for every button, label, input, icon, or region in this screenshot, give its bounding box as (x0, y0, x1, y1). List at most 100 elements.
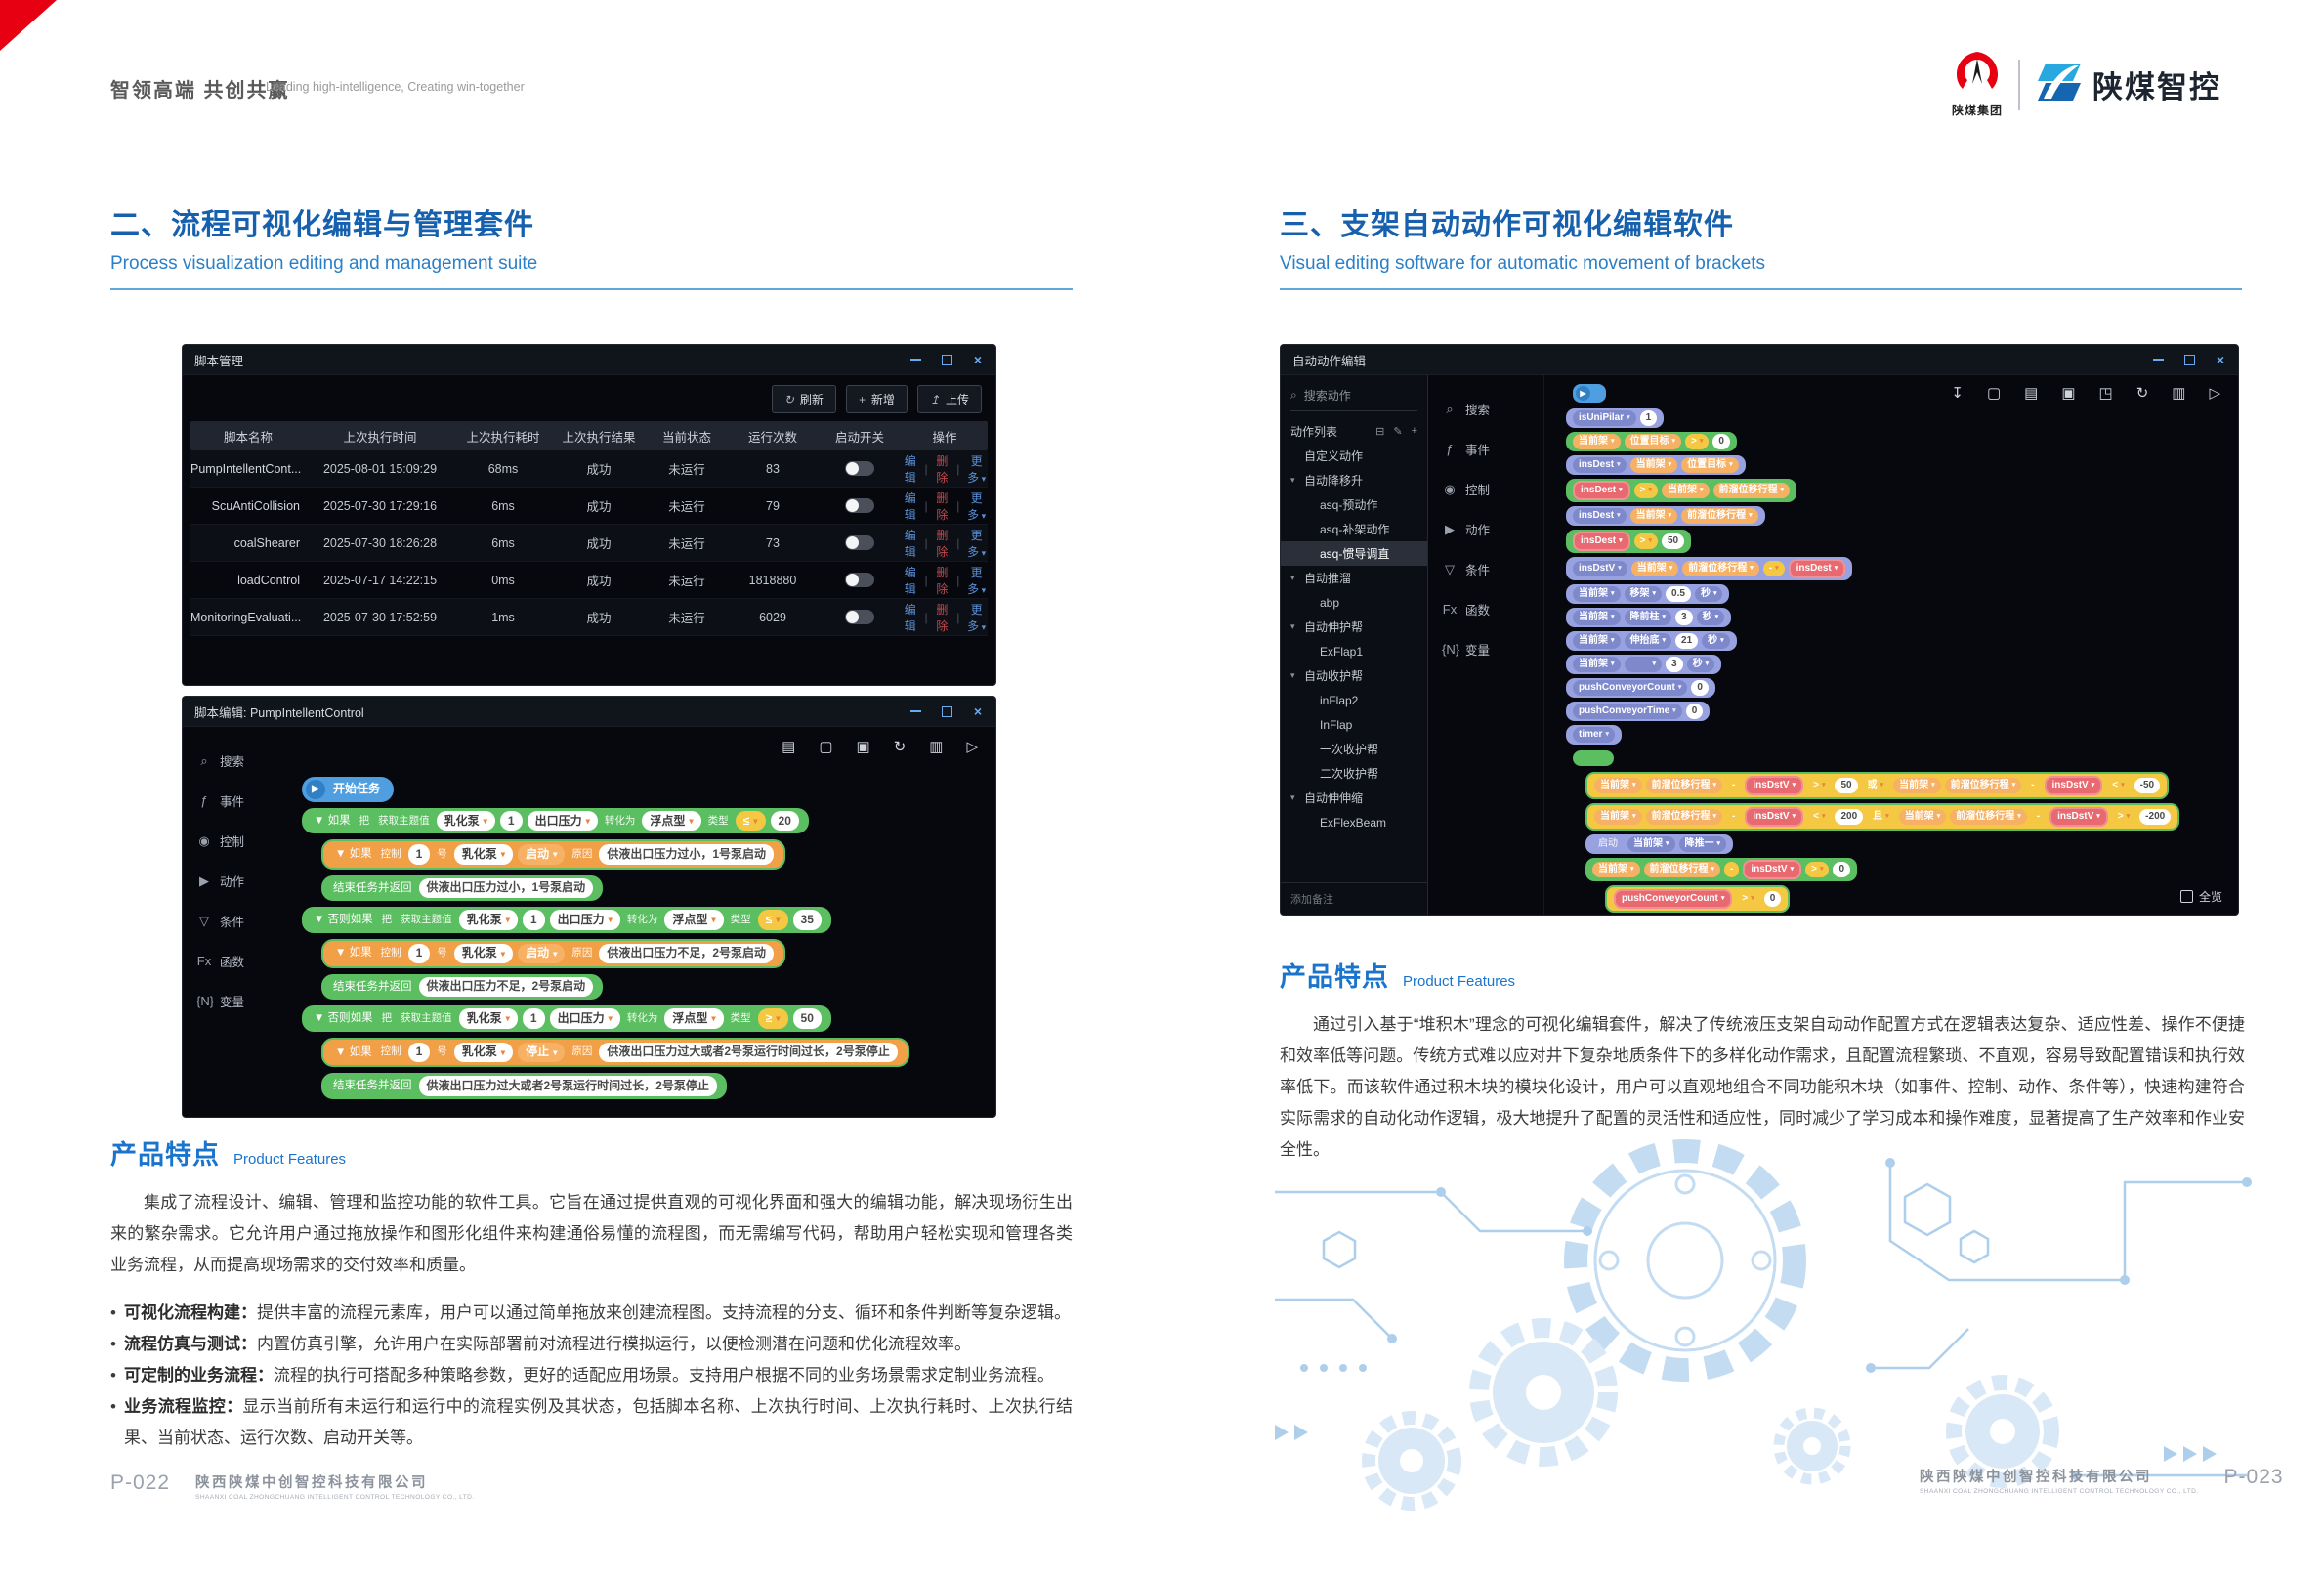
block-token[interactable]: -200 (2139, 808, 2172, 825)
edit-link[interactable]: 编辑 (904, 490, 916, 522)
block-token[interactable]: 控制 (380, 847, 401, 860)
toggle-switch[interactable] (845, 610, 874, 624)
block-token[interactable]: 出口压力 ▾ (549, 910, 620, 930)
block-token[interactable]: ▼ 如果 (335, 848, 372, 861)
block-token[interactable]: 当前架 ▾ (1893, 777, 1941, 793)
block-token[interactable]: insDstV ▾ (1573, 560, 1627, 576)
tree-item[interactable]: inFlap2 (1320, 693, 1359, 707)
tree-item[interactable]: asq-预动作 (1320, 498, 1378, 512)
maximize-icon[interactable] (941, 705, 952, 717)
block-row[interactable]: insDest ▾ > ▾ 50 (1566, 529, 1692, 553)
block-token[interactable]: 1 (407, 943, 431, 963)
toggle-switch[interactable] (845, 573, 874, 587)
block-token[interactable]: 启动 ▾ (518, 844, 566, 865)
block-token[interactable]: > ▾ (2111, 808, 2136, 825)
toggle-switch[interactable] (845, 535, 874, 550)
block-token[interactable]: 当前架 ▾ (1627, 835, 1675, 852)
block-token[interactable]: 前溜位移行程 ▾ (1645, 777, 1723, 793)
edit-icon[interactable]: ✎ (1393, 426, 1403, 438)
run-icon[interactable]: ▷ (2209, 385, 2220, 402)
run-icon[interactable]: ▷ (966, 739, 978, 755)
close-icon[interactable]: × (973, 352, 983, 367)
block-token[interactable]: > ▾ (1685, 433, 1710, 449)
edit-link[interactable]: 编辑 (904, 528, 916, 559)
block-token[interactable]: 当前架 ▾ (1573, 609, 1621, 625)
more-link[interactable]: 更多 ▾ (967, 602, 987, 633)
block-token[interactable]: ▼ 否则如果 (314, 1012, 373, 1025)
code-icon[interactable]: ▤ (2024, 385, 2039, 402)
tree-item[interactable]: ▾ 自动伸护帮 (1290, 620, 1364, 634)
block-token[interactable]: ▼ 如果 (335, 1045, 372, 1058)
palette-item-控制[interactable]: ◉ 控制 (183, 821, 288, 861)
palette-item-事件[interactable]: ƒ 事件 (1428, 429, 1543, 469)
tree-item[interactable]: 自定义动作 (1304, 449, 1364, 463)
block-token[interactable]: 当前架 ▾ (1594, 808, 1642, 825)
block-token[interactable]: 当前架 ▾ (1662, 482, 1710, 498)
block-token[interactable]: ≥ ▾ (757, 1008, 788, 1029)
block-row[interactable]: insDstV ▾ 当前架 ▾ 前溜位移行程 ▾ - ▾ insDest ▾ (1566, 556, 1853, 580)
edit-link[interactable]: 编辑 (904, 565, 916, 596)
block-row[interactable]: 结束任务并返回 供液出口压力过小，1号泵启动 (321, 874, 604, 902)
palette-item-搜索[interactable]: ⌕ 搜索 (183, 741, 288, 781)
block-token[interactable]: 浮点型 ▾ (664, 1008, 724, 1029)
block-token[interactable]: 35 (792, 910, 822, 930)
block-token[interactable] (1573, 749, 1614, 766)
block-token[interactable]: 获取主题值 (401, 1011, 452, 1024)
block-token[interactable]: 乳化泵 ▾ (458, 1008, 518, 1029)
block-token[interactable]: 位置目标 ▾ (1681, 456, 1739, 473)
block-token[interactable]: 21 (1675, 632, 1699, 649)
block-row[interactable]: ▼ 如果 控制 1 号乳化泵 ▾ 启动 ▾ 原因 供液出口压力不足，2号泵启动 (321, 938, 786, 968)
block-token[interactable]: 号 (437, 947, 447, 960)
block-token[interactable]: > ▾ (1633, 533, 1658, 549)
block-row[interactable]: 启动 当前架 ▾ 降推一 ▾ (1585, 833, 1734, 854)
block-token[interactable]: > ▾ (1736, 890, 1760, 907)
block-token[interactable]: insDstV ▾ (1745, 775, 1804, 795)
block-token[interactable]: 1 (499, 811, 523, 832)
block-token[interactable]: 或 ▾ (1861, 777, 1890, 793)
more-link[interactable]: 更多 ▾ (967, 528, 987, 559)
block-token[interactable]: 乳化泵 ▾ (453, 943, 514, 963)
block-token[interactable]: 类型 (730, 1011, 751, 1024)
block-token[interactable]: 位置目标 ▾ (1624, 433, 1682, 449)
block-token[interactable]: 供液出口压力不足，2号泵启动 (599, 943, 775, 963)
block-token[interactable]: ▾ (1624, 656, 1663, 672)
block-token[interactable]: 当前架 ▾ (1573, 433, 1621, 449)
tree-item[interactable]: ▾ 自动推溜 (1290, 572, 1352, 585)
block-token[interactable]: ≤ ▾ (735, 811, 766, 832)
block-token[interactable]: 1 (522, 1008, 545, 1029)
palette-item-条件[interactable]: ▽ 条件 (1428, 549, 1543, 589)
block-token[interactable]: insDstV ▾ (1743, 859, 1802, 879)
block-token[interactable]: 启动 ▾ (518, 943, 566, 963)
block-token[interactable]: 控制 (380, 947, 401, 960)
block-token[interactable]: 停止 ▾ (518, 1042, 566, 1063)
palette-item-条件[interactable]: ▽ 条件 (183, 901, 288, 941)
block-token[interactable]: > ▾ (1805, 861, 1830, 877)
toggle-switch[interactable] (845, 461, 874, 476)
block-token[interactable]: pushConveyorTime ▾ (1573, 703, 1682, 719)
block-row[interactable]: ▼ 否则如果把获取主题值 乳化泵 ▾ 1 出口压力 ▾ 转化为 浮点型 ▾ 类型 ≤ ▾ 35 (302, 907, 831, 933)
block-token[interactable]: 1 (407, 844, 431, 865)
block-token[interactable]: insDest ▾ (1788, 558, 1846, 578)
block-token[interactable]: 0 (1712, 433, 1730, 449)
block-token[interactable]: 乳化泵 ▾ (453, 844, 514, 865)
block-token[interactable]: 转化为 (626, 913, 658, 925)
block-token[interactable]: timer ▾ (1573, 726, 1615, 743)
block-row[interactable]: isUniPilar ▾ 1 (1566, 407, 1665, 428)
block-token[interactable]: 出口压力 ▾ (549, 1008, 620, 1029)
block-token[interactable]: 把 (381, 913, 393, 925)
block-token[interactable]: < ▾ (2106, 777, 2131, 793)
tree-item[interactable]: ExFlexBeam (1320, 815, 1387, 830)
block-token[interactable]: ▼ 否则如果 (314, 914, 373, 926)
block-row[interactable]: 当前架 ▾ 前溜位移行程 ▾ - insDstV ▾ > ▾ 0 (1585, 857, 1858, 881)
block-token[interactable]: 浮点型 ▾ (642, 811, 701, 832)
list-icon[interactable]: ▤ (782, 739, 796, 755)
block-token[interactable]: 0 (1691, 679, 1709, 696)
palette-item-事件[interactable]: ƒ 事件 (183, 781, 288, 821)
block-token[interactable]: ▼ 如果 (314, 814, 351, 827)
refresh-icon[interactable]: ↻ (2135, 385, 2149, 402)
block-token[interactable]: 当前架 ▾ (1898, 808, 1947, 825)
palette-item-动作[interactable]: ▶ 动作 (183, 861, 288, 901)
block-token[interactable]: 号 (437, 847, 447, 860)
block-token[interactable]: 供液出口压力过大或者2号泵运行时间过长，2号泵停止 (418, 1076, 717, 1096)
delete-link[interactable]: 删除 (936, 528, 949, 559)
